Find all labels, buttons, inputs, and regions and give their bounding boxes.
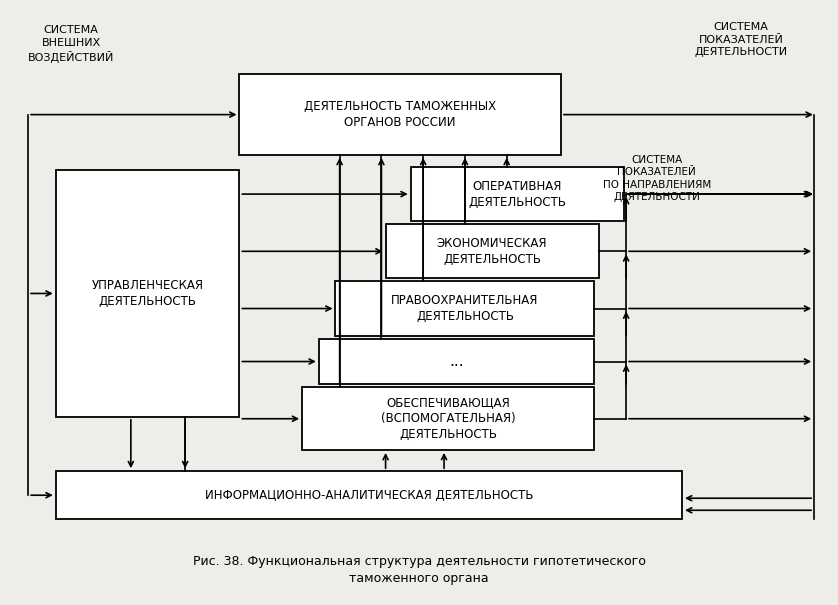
Text: СИСТЕМА
ВНЕШНИХ
ВОЗДЕЙСТВИЙ: СИСТЕМА ВНЕШНИХ ВОЗДЕЙСТВИЙ <box>28 25 115 63</box>
Text: ДЕЯТЕЛЬНОСТЬ ТАМОЖЕННЫХ
ОРГАНОВ РОССИИ: ДЕЯТЕЛЬНОСТЬ ТАМОЖЕННЫХ ОРГАНОВ РОССИИ <box>304 100 496 129</box>
Text: ИНФОРМАЦИОННО-АНАЛИТИЧЕСКАЯ ДЕЯТЕЛЬНОСТЬ: ИНФОРМАЦИОННО-АНАЛИТИЧЕСКАЯ ДЕЯТЕЛЬНОСТЬ <box>204 489 533 502</box>
Bar <box>55 170 240 417</box>
Bar <box>55 471 682 519</box>
Text: ...: ... <box>449 354 464 368</box>
Text: СИСТЕМА
ПОКАЗАТЕЛЕЙ
ПО НАПРАВЛЕНИЯМ
ДЕЯТЕЛЬНОСТИ: СИСТЕМА ПОКАЗАТЕЛЕЙ ПО НАПРАВЛЕНИЯМ ДЕЯТ… <box>603 155 711 202</box>
Text: УПРАВЛЕНЧЕСКАЯ
ДЕЯТЕЛЬНОСТЬ: УПРАВЛЕНЧЕСКАЯ ДЕЯТЕЛЬНОСТЬ <box>91 279 204 308</box>
Text: СИСТЕМА
ПОКАЗАТЕЛЕЙ
ДЕЯТЕЛЬНОСТИ: СИСТЕМА ПОКАЗАТЕЛЕЙ ДЕЯТЕЛЬНОСТИ <box>695 22 788 57</box>
Bar <box>240 74 561 155</box>
Text: ПРАВООХРАНИТЕЛЬНАЯ
ДЕЯТЕЛЬНОСТЬ: ПРАВООХРАНИТЕЛЬНАЯ ДЕЯТЕЛЬНОСТЬ <box>391 294 539 323</box>
Bar <box>411 167 623 221</box>
Bar <box>385 224 598 278</box>
Text: ЭКОНОМИЧЕСКАЯ
ДЕЯТЕЛЬНОСТЬ: ЭКОНОМИЧЕСКАЯ ДЕЯТЕЛЬНОСТЬ <box>437 237 547 266</box>
Bar <box>318 339 594 384</box>
Bar <box>335 281 594 336</box>
Bar <box>302 387 594 450</box>
Text: ОПЕРАТИВНАЯ
ДЕЯТЕЛЬНОСТЬ: ОПЕРАТИВНАЯ ДЕЯТЕЛЬНОСТЬ <box>468 180 566 209</box>
Text: Рис. 38. Функциональная структура деятельности гипотетического
таможенного орган: Рис. 38. Функциональная структура деятел… <box>193 555 645 586</box>
Text: ОБЕСПЕЧИВАЮЩАЯ
(ВСПОМОГАТЕЛЬНАЯ)
ДЕЯТЕЛЬНОСТЬ: ОБЕСПЕЧИВАЮЩАЯ (ВСПОМОГАТЕЛЬНАЯ) ДЕЯТЕЛЬ… <box>381 396 515 441</box>
